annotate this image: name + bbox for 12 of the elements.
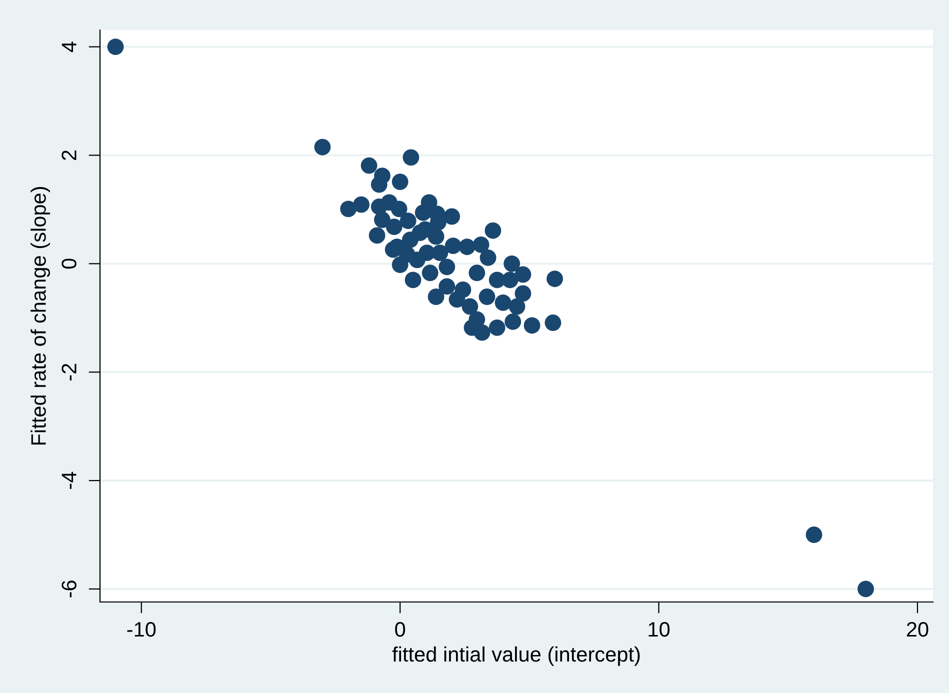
x-tick-label: 0	[395, 622, 406, 637]
y-tick-label: -2	[62, 364, 76, 380]
x-tick-label: -10	[127, 622, 156, 637]
y-axis-title: Fitted rate of change (slope)	[30, 187, 50, 445]
y-tick-label: 0	[62, 258, 76, 269]
y-tick-label: 4	[62, 42, 76, 52]
x-tick-label: 20	[906, 622, 928, 637]
y-tick-label: -6	[62, 580, 76, 598]
y-tick-label: -4	[62, 472, 76, 489]
x-axis-title: fitted intial value (intercept)	[392, 646, 640, 666]
y-tick-label: 2	[62, 150, 76, 160]
x-tick-label: 10	[648, 622, 670, 637]
